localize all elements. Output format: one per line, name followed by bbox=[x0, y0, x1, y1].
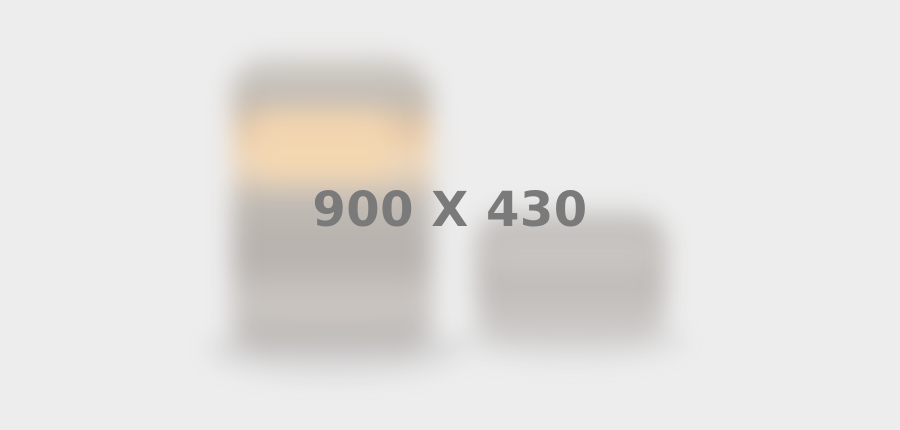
bowl-rim bbox=[484, 246, 656, 270]
jar-shape bbox=[232, 58, 432, 350]
jar-highlight bbox=[255, 110, 390, 180]
bowl-shape bbox=[476, 212, 666, 340]
dimension-label: 900 X 430 bbox=[312, 182, 588, 238]
